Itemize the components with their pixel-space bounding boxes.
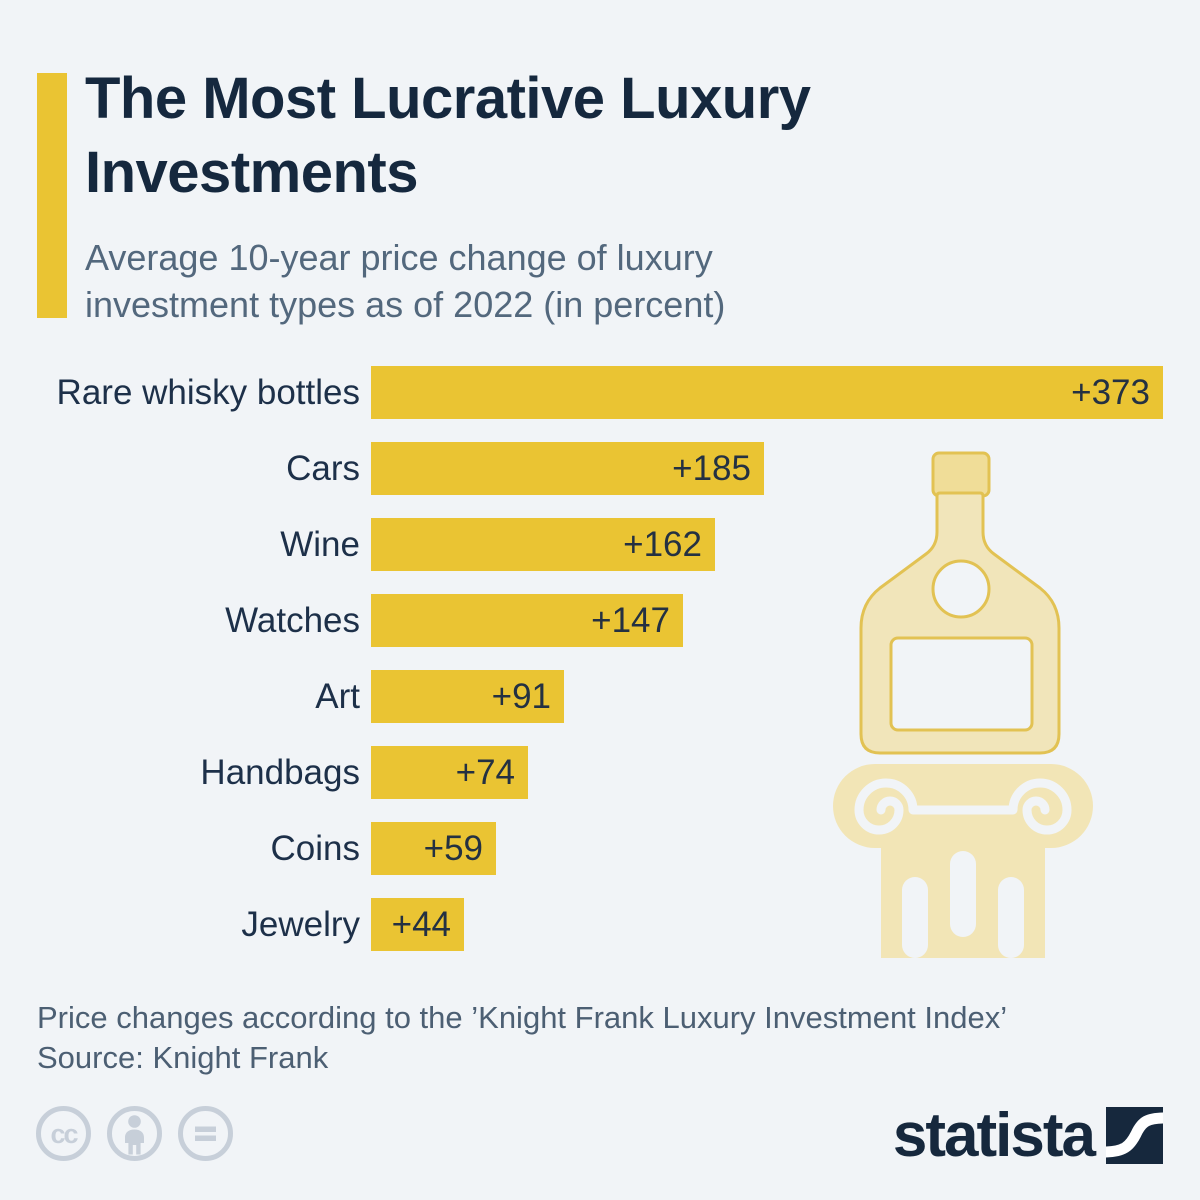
column-volute-left — [854, 778, 918, 835]
value-label: +185 — [672, 448, 751, 488]
cc-nd-icon — [178, 1106, 233, 1161]
value-label: +373 — [1071, 372, 1150, 412]
category-label: Art — [315, 676, 360, 716]
bar-row: Wine +162 — [37, 518, 1163, 571]
footnote: Price changes according to the ’Knight F… — [37, 1000, 1008, 1035]
whisky-bottle-illustration — [833, 451, 1093, 958]
license-icons: cc — [35, 1105, 234, 1162]
cc-by-icon — [107, 1106, 162, 1161]
column-flute-right — [998, 877, 1024, 958]
column-volute-right — [1008, 778, 1072, 835]
bar-row: Jewelry +44 — [37, 898, 1163, 951]
bar-row: Cars +185 — [37, 442, 1163, 495]
value-label: +74 — [455, 752, 515, 792]
statista-logo-mark — [1106, 1107, 1163, 1164]
bar: +91 — [371, 670, 564, 723]
value-label: +162 — [623, 524, 702, 564]
bar: +185 — [371, 442, 764, 495]
bar: +44 — [371, 898, 464, 951]
value-label: +147 — [591, 600, 670, 640]
category-label: Handbags — [200, 752, 360, 792]
bar-row: Handbags +74 — [37, 746, 1163, 799]
bar: +373 — [371, 366, 1163, 419]
source-line: Source: Knight Frank — [37, 1040, 329, 1075]
bottle-label — [889, 636, 1034, 732]
chart-subtitle: Average 10-year price change of luxury i… — [85, 237, 726, 325]
bar: +74 — [371, 746, 528, 799]
bar-chart: Rare whisky bottles +373 Cars +185 Wine +162 W… — [37, 366, 1163, 951]
bar-row: Watches +147 — [37, 594, 1163, 647]
bottle-neck-hole — [931, 559, 991, 619]
title-accent-bar — [37, 73, 67, 318]
column-flute-left — [902, 877, 928, 958]
bar-row: Rare whisky bottles +373 — [37, 366, 1163, 419]
bar: +59 — [371, 822, 496, 875]
svg-text:cc: cc — [50, 1119, 78, 1149]
bar-row: Art +91 — [37, 670, 1163, 723]
chart-title: The Most Lucrative Luxury Investments — [85, 66, 811, 205]
value-label: +59 — [423, 828, 483, 868]
bar: +162 — [371, 518, 715, 571]
bar-row: Coins +59 — [37, 822, 1163, 875]
statista-logo: statista — [893, 1100, 1163, 1171]
cc-icon: cc — [36, 1106, 91, 1161]
category-label: Jewelry — [241, 904, 360, 944]
category-label: Coins — [270, 828, 360, 868]
bottle-cap — [931, 451, 991, 498]
statista-wordmark: statista — [892, 1101, 1096, 1170]
category-label: Watches — [225, 600, 360, 640]
bar: +147 — [371, 594, 683, 647]
value-label: +44 — [391, 904, 451, 944]
category-label: Wine — [280, 524, 360, 564]
category-label: Cars — [286, 448, 360, 488]
category-label: Rare whisky bottles — [56, 372, 360, 412]
column-flute-center — [950, 851, 976, 937]
value-label: +91 — [491, 676, 551, 716]
